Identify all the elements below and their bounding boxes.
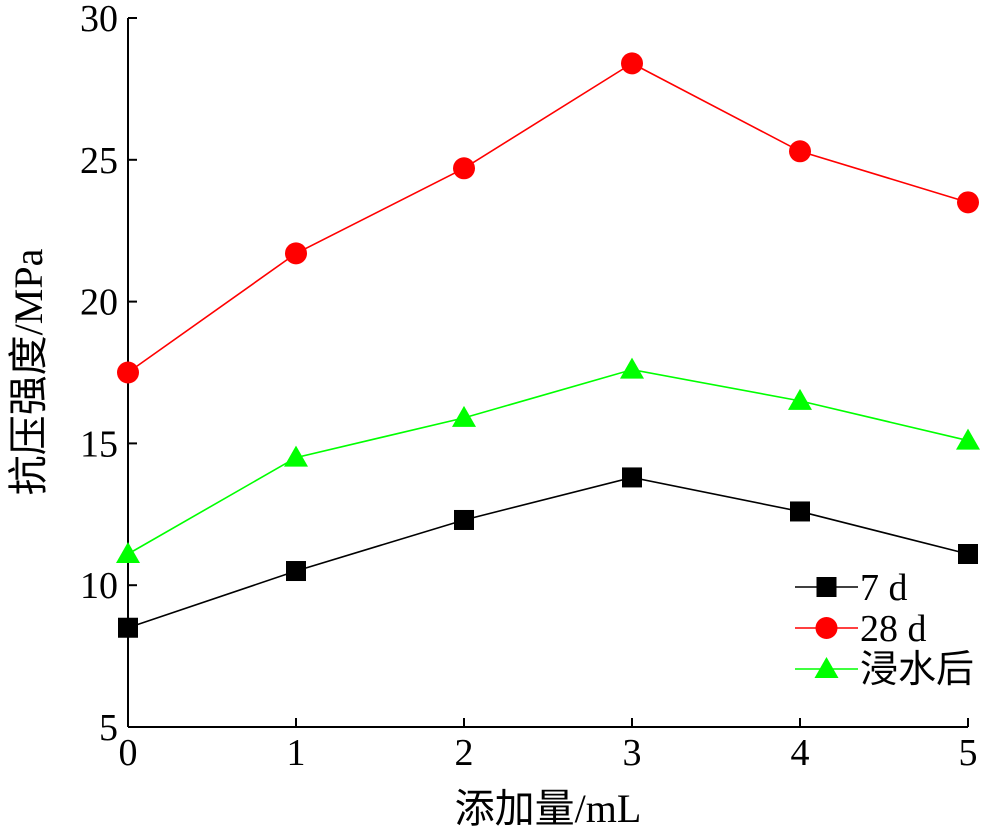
legend-item-2: 28 d [795,608,927,650]
y-tick-label: 10 [80,565,118,607]
data-point [789,140,811,163]
data-point [958,544,978,565]
data-point [284,445,308,467]
x-tick-label: 2 [455,732,474,774]
legend-item-3: 浸水后 [795,649,974,691]
data-point [790,501,810,522]
legend-marker [816,577,837,597]
legend-item-1: 7 d [795,567,908,609]
data-point [957,191,979,214]
series-1 [118,467,978,638]
data-point [621,52,643,75]
data-point [452,405,476,427]
x-tick-label: 0 [119,732,138,774]
data-point [788,388,812,410]
data-point [454,509,474,530]
series-line [127,368,969,555]
series-line [127,62,969,374]
x-tick-label: 1 [287,732,306,774]
data-point [285,242,307,265]
y-tick-label: 30 [80,0,118,40]
series-layer [116,52,980,638]
data-point [956,428,980,450]
x-tick-label: 5 [959,732,978,774]
series-line [127,476,969,629]
axes: 5 10 15 20 25 30 0 1 2 3 4 5 [80,0,978,774]
legend-marker [815,617,838,639]
series-3 [116,357,980,564]
legend-marker [814,657,839,678]
y-axis-title: 抗压强度/MPa [6,248,51,495]
legend-label: 28 d [860,608,927,650]
x-axis-title: 添加量/mL [455,786,642,831]
legend-label: 7 d [860,567,908,609]
x-tick-label: 3 [623,732,642,774]
data-point [620,357,644,379]
x-tick-label: 4 [791,732,810,774]
y-tick-label: 25 [80,140,118,182]
y-tick-label: 15 [80,423,118,465]
y-tick-label: 20 [80,282,118,324]
data-point [117,361,139,384]
data-point [622,467,642,488]
data-point [118,617,138,638]
series-2 [117,52,979,384]
legend-label: 浸水后 [860,649,974,691]
data-point [286,561,306,582]
y-tick-label: 5 [99,707,118,749]
data-point [453,157,475,180]
data-point [116,542,140,564]
